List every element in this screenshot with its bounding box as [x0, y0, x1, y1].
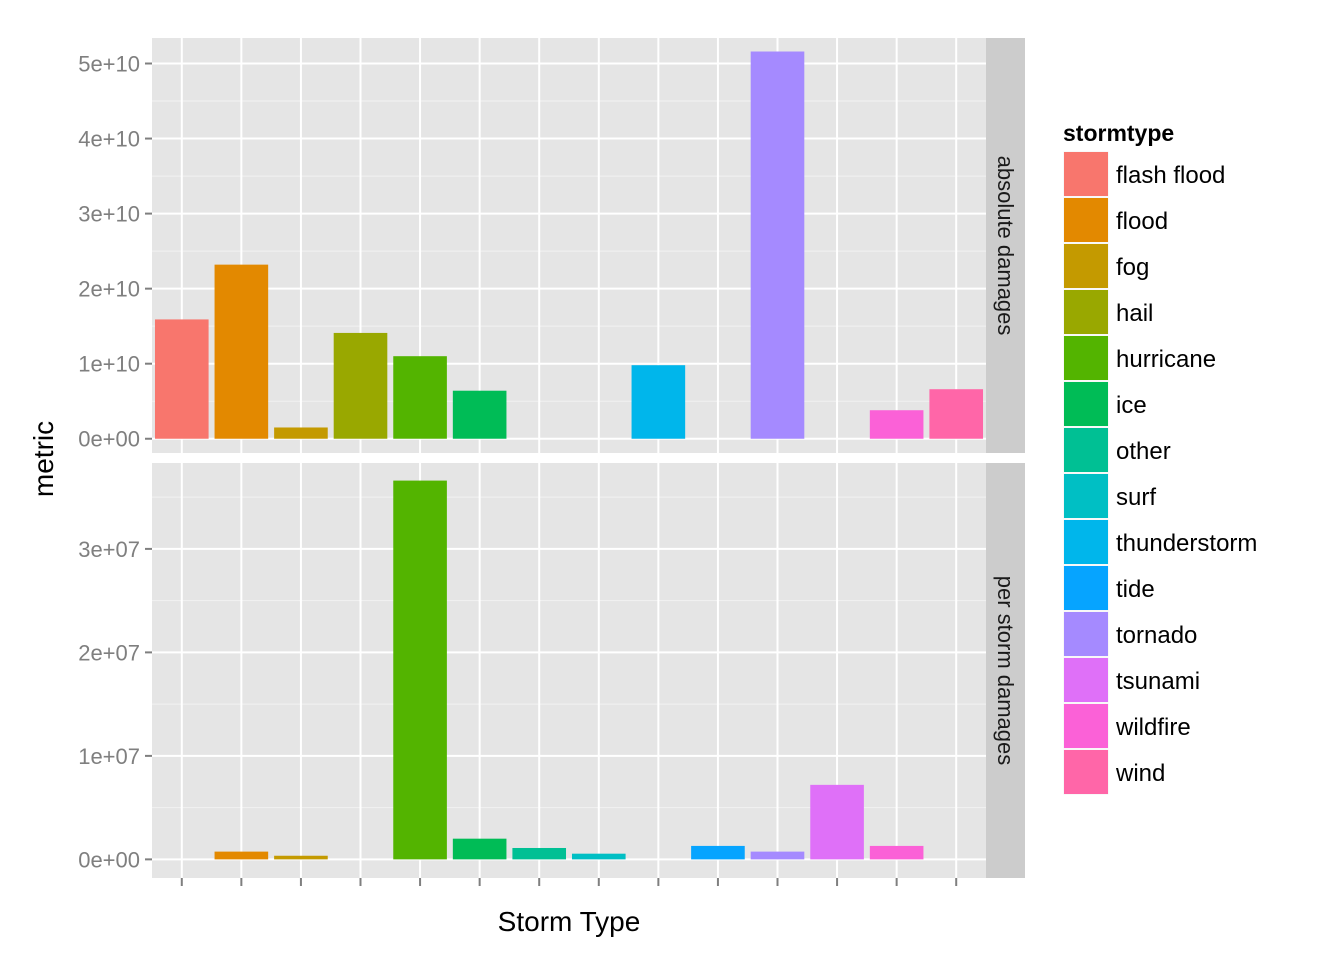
legend-item-tide: tide	[1062, 564, 1155, 612]
legend-item-fog: fog	[1062, 242, 1149, 290]
strip-background	[986, 38, 1025, 453]
legend-swatch	[1064, 336, 1108, 380]
bar-absolute-damages-tornado	[750, 51, 805, 439]
facet-strips: absolute damages per storm damages	[986, 38, 1025, 878]
legend-swatch	[1064, 658, 1108, 702]
bar-absolute-damages-flood	[214, 264, 269, 439]
legend-item-thunderstorm: thunderstorm	[1062, 518, 1257, 566]
strip-absolute-damages: absolute damages	[986, 38, 1025, 453]
legend-label: tornado	[1116, 622, 1197, 649]
chart-panels: 0e+00 1e+10 2e+10 3e+10 4e+10 5e+10 0e+00 1e+07…	[78, 38, 986, 878]
legend-label: tsunami	[1116, 668, 1200, 695]
legend-swatch	[1064, 566, 1108, 610]
legend-item-flash-flood: flash flood	[1062, 150, 1225, 198]
legend-label: flood	[1116, 208, 1168, 235]
y-tick-label: 5e+10	[78, 52, 140, 77]
bar-per-storm-damages-tide	[691, 845, 745, 860]
x-axis-title: Storm Type	[498, 906, 641, 937]
panel-absolute-damages: 0e+00 1e+10 2e+10 3e+10 4e+10 5e+10	[78, 38, 986, 453]
legend-title: stormtype	[1063, 120, 1174, 146]
legend-label: wind	[1115, 760, 1165, 787]
y-tick-label: 0e+00	[78, 847, 140, 872]
legend-swatch	[1064, 382, 1108, 426]
bar-absolute-damages-fog	[274, 427, 328, 439]
legend-label: flash flood	[1116, 162, 1225, 189]
y-axis-title: metric	[28, 421, 59, 497]
legend-item-surf: surf	[1062, 472, 1156, 520]
bar-per-storm-damages-flood	[214, 851, 269, 860]
legend-item-hurricane: hurricane	[1062, 334, 1216, 382]
legend-swatch	[1064, 704, 1108, 748]
panel-background	[152, 38, 986, 453]
y-tick-label: 1e+07	[78, 744, 140, 769]
legend-item-wildfire: wildfire	[1062, 702, 1191, 750]
bar-per-storm-damages-other	[512, 847, 567, 860]
legend-item-hail: hail	[1062, 288, 1153, 336]
legend-label: thunderstorm	[1116, 530, 1257, 557]
legend-label: wildfire	[1115, 714, 1191, 741]
legend-item-other: other	[1062, 426, 1171, 474]
legend-swatch	[1064, 152, 1108, 196]
bar-absolute-damages-ice	[452, 390, 507, 439]
legend-swatch	[1064, 612, 1108, 656]
legend-item-flood: flood	[1062, 196, 1168, 244]
legend-swatch	[1064, 198, 1108, 242]
bar-absolute-damages-thunderstorm	[631, 365, 686, 439]
y-tick-label: 2e+07	[78, 640, 140, 665]
bar-absolute-damages-wildfire	[869, 410, 924, 439]
legend-label: hail	[1116, 300, 1153, 327]
legend-swatch	[1064, 290, 1108, 334]
legend-label: fog	[1116, 254, 1149, 281]
legend-item-tornado: tornado	[1062, 610, 1197, 658]
y-tick-label: 1e+10	[78, 352, 140, 377]
strip-label: absolute damages	[993, 156, 1018, 336]
strip-per-storm-damages: per storm damages	[986, 463, 1025, 878]
y-tick-label: 0e+00	[78, 427, 140, 452]
strip-label: per storm damages	[993, 576, 1018, 766]
bar-absolute-damages-hurricane	[393, 356, 447, 439]
legend-label: ice	[1116, 392, 1147, 419]
panel-per-storm-damages: 0e+00 1e+07 2e+07 3e+07	[78, 463, 986, 878]
legend-swatch	[1064, 474, 1108, 518]
bar-per-storm-damages-tornado	[750, 851, 805, 860]
legend-item-ice: ice	[1062, 380, 1147, 428]
legend-swatch	[1064, 520, 1108, 564]
bar-absolute-damages-flash-flood	[154, 319, 209, 439]
legend-swatch	[1064, 750, 1108, 794]
legend-item-tsunami: tsunami	[1062, 656, 1200, 704]
bar-absolute-damages-hail	[333, 332, 388, 439]
bar-per-storm-damages-tsunami	[810, 784, 864, 860]
legend: stormtype flash flood flood fog hail hurrica…	[1062, 120, 1257, 796]
bar-per-storm-damages-surf	[571, 853, 626, 860]
legend-label: hurricane	[1116, 346, 1216, 373]
bar-per-storm-damages-ice	[452, 838, 507, 860]
bar-per-storm-damages-fog	[274, 855, 328, 860]
bar-per-storm-damages-wildfire	[869, 845, 924, 860]
legend-label: tide	[1116, 576, 1155, 603]
bar-absolute-damages-wind	[929, 389, 984, 439]
legend-label: surf	[1116, 484, 1156, 511]
legend-swatch	[1064, 428, 1108, 472]
legend-item-wind: wind	[1062, 748, 1165, 796]
y-tick-label: 3e+07	[78, 537, 140, 562]
legend-swatch	[1064, 244, 1108, 288]
bar-per-storm-damages-hurricane	[393, 480, 447, 860]
y-tick-label: 2e+10	[78, 277, 140, 302]
legend-label: other	[1116, 438, 1171, 465]
x-axis	[180, 878, 958, 886]
y-tick-label: 3e+10	[78, 202, 140, 227]
y-tick-label: 4e+10	[78, 127, 140, 152]
strip-background	[986, 463, 1025, 878]
